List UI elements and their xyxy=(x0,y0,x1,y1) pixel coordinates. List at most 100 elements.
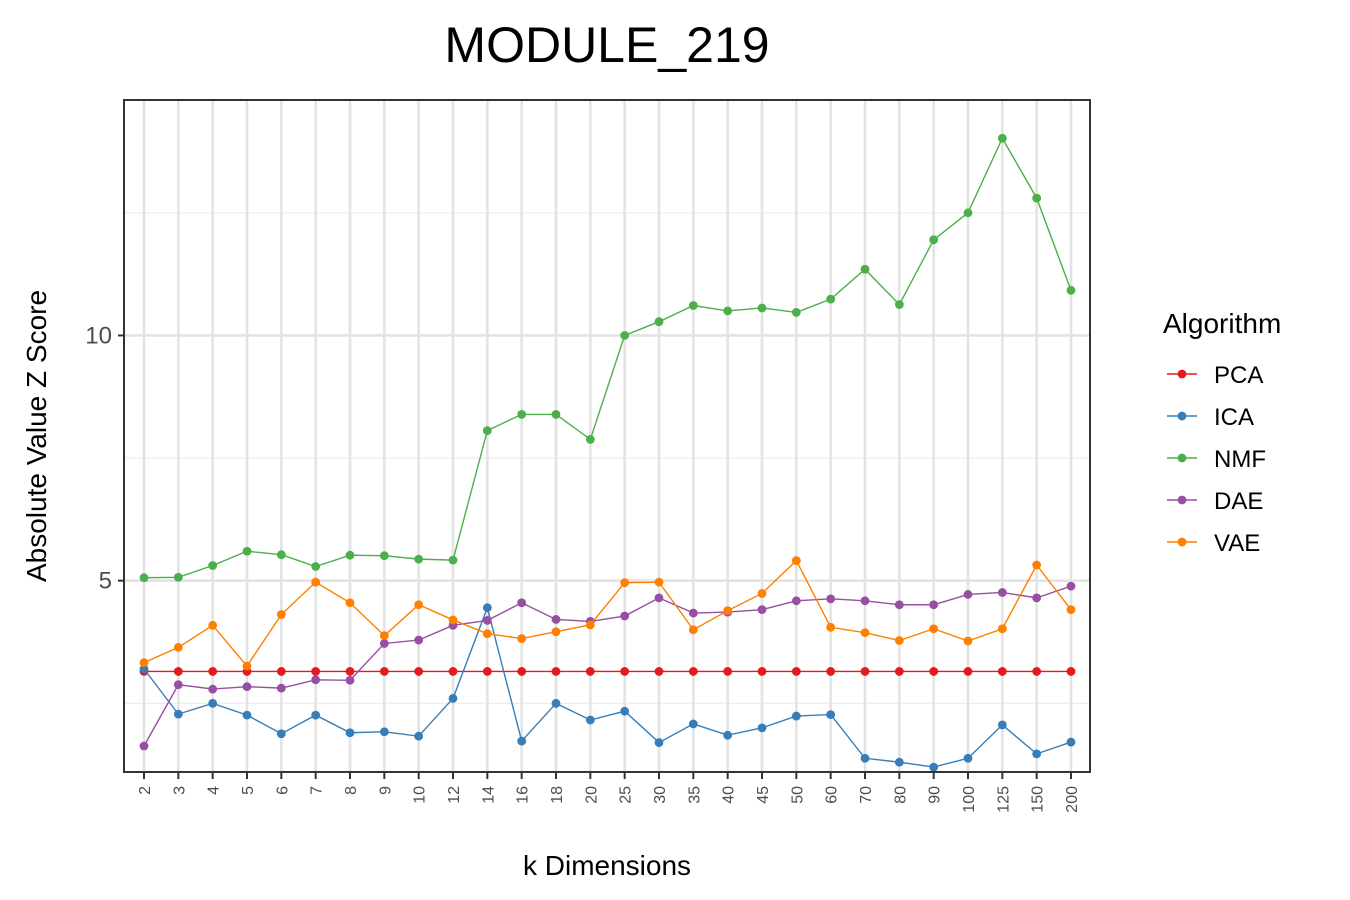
legend-label-pca: PCA xyxy=(1214,362,1263,389)
series-dae xyxy=(139,581,1076,751)
legend-marker-ica xyxy=(1177,411,1187,421)
legend-item-dae: DAE xyxy=(1167,488,1263,515)
data-point-ica xyxy=(929,762,939,772)
data-point-vae xyxy=(551,627,561,637)
data-point-pca xyxy=(963,667,973,676)
x-tick-label: 100 xyxy=(961,786,978,813)
legend-marker-pca xyxy=(1177,369,1187,379)
panel-border xyxy=(123,99,1091,773)
x-tick-label: 7 xyxy=(309,786,326,795)
data-point-vae xyxy=(654,577,664,587)
data-point-dae xyxy=(1066,581,1076,591)
data-point-pca xyxy=(517,667,527,676)
data-point-vae xyxy=(345,598,355,608)
data-point-nmf xyxy=(791,307,801,317)
x-tick-label: 70 xyxy=(858,786,875,804)
data-point-vae xyxy=(963,636,973,646)
data-point-dae xyxy=(414,635,424,645)
grid xyxy=(124,100,1090,772)
data-point-dae xyxy=(929,600,939,610)
data-point-vae xyxy=(139,658,149,668)
data-point-dae xyxy=(482,616,492,625)
data-point-vae xyxy=(791,556,801,565)
y-axis-title: Absolute Value Z Score xyxy=(21,290,52,582)
legend-item-pca: PCA xyxy=(1167,362,1263,389)
data-point-nmf xyxy=(276,550,286,560)
data-point-pca xyxy=(826,667,836,676)
data-point-vae xyxy=(723,606,733,616)
data-point-nmf xyxy=(963,208,973,218)
data-point-nmf xyxy=(929,235,939,245)
data-point-ica xyxy=(414,731,424,741)
data-point-ica xyxy=(654,738,664,747)
data-point-pca xyxy=(551,667,561,676)
x-tick-label: 25 xyxy=(618,786,635,804)
series-pca xyxy=(139,667,1076,676)
data-point-pca xyxy=(208,667,218,676)
legend-label-dae: DAE xyxy=(1214,488,1263,515)
y-tick-label: 10 xyxy=(85,322,112,349)
data-point-vae xyxy=(997,624,1007,634)
data-point-nmf xyxy=(173,572,183,582)
data-point-nmf xyxy=(448,555,458,565)
x-tick-label: 20 xyxy=(583,786,600,804)
data-point-pca xyxy=(860,667,870,676)
legend-item-nmf: NMF xyxy=(1167,446,1266,473)
data-point-ica xyxy=(173,709,183,719)
data-point-nmf xyxy=(654,317,664,327)
y-tick-label: 5 xyxy=(99,568,112,595)
data-point-pca xyxy=(345,667,355,676)
data-point-ica xyxy=(345,728,355,738)
data-point-vae xyxy=(1066,605,1076,615)
x-tick-label: 200 xyxy=(1064,786,1081,813)
x-tick-label: 125 xyxy=(995,786,1012,813)
data-point-vae xyxy=(860,628,870,638)
data-point-dae xyxy=(551,615,561,624)
data-point-ica xyxy=(448,694,458,703)
data-point-vae xyxy=(894,636,904,645)
data-point-dae xyxy=(963,590,973,599)
data-point-ica xyxy=(757,723,767,733)
data-point-ica xyxy=(276,729,286,739)
data-point-ica xyxy=(894,757,904,767)
legend-title: Algorithm xyxy=(1163,308,1281,339)
data-point-nmf xyxy=(551,410,561,419)
data-point-nmf xyxy=(757,303,767,313)
data-point-dae xyxy=(757,605,767,615)
x-tick-label: 60 xyxy=(824,786,841,804)
data-point-vae xyxy=(208,620,218,630)
data-point-ica xyxy=(208,698,218,708)
y-axis: 5 10 xyxy=(85,322,124,595)
data-point-pca xyxy=(620,667,630,676)
x-tick-label: 8 xyxy=(343,786,360,795)
data-point-vae xyxy=(688,625,698,635)
data-point-pca xyxy=(379,667,389,676)
data-point-nmf xyxy=(620,331,630,340)
x-tick-label: 6 xyxy=(274,786,291,795)
data-point-vae xyxy=(517,634,527,643)
data-point-vae xyxy=(414,600,424,610)
x-tick-label: 12 xyxy=(446,786,463,804)
legend-item-vae: VAE xyxy=(1167,530,1260,557)
legend-label-nmf: NMF xyxy=(1214,446,1266,473)
data-point-pca xyxy=(723,667,733,676)
series-nmf xyxy=(139,133,1076,583)
data-point-nmf xyxy=(379,551,389,561)
data-point-dae xyxy=(173,680,183,690)
data-point-vae xyxy=(242,661,252,671)
data-point-pca xyxy=(414,667,424,676)
legend-label-vae: VAE xyxy=(1214,530,1260,557)
data-point-dae xyxy=(1032,593,1042,603)
data-point-nmf xyxy=(208,561,218,570)
legend: Algorithm PCA ICA NMF DAE VAE xyxy=(1163,308,1281,557)
data-point-pca xyxy=(997,667,1007,676)
legend-label-ica: ICA xyxy=(1214,404,1254,431)
x-tick-label: 14 xyxy=(480,786,497,804)
data-point-vae xyxy=(585,620,595,630)
data-point-ica xyxy=(860,753,870,763)
data-point-ica xyxy=(963,753,973,763)
series-line-ica xyxy=(143,605,1072,768)
x-tick-label: 150 xyxy=(1030,786,1047,813)
data-point-nmf xyxy=(414,554,424,564)
data-point-dae xyxy=(791,596,801,606)
